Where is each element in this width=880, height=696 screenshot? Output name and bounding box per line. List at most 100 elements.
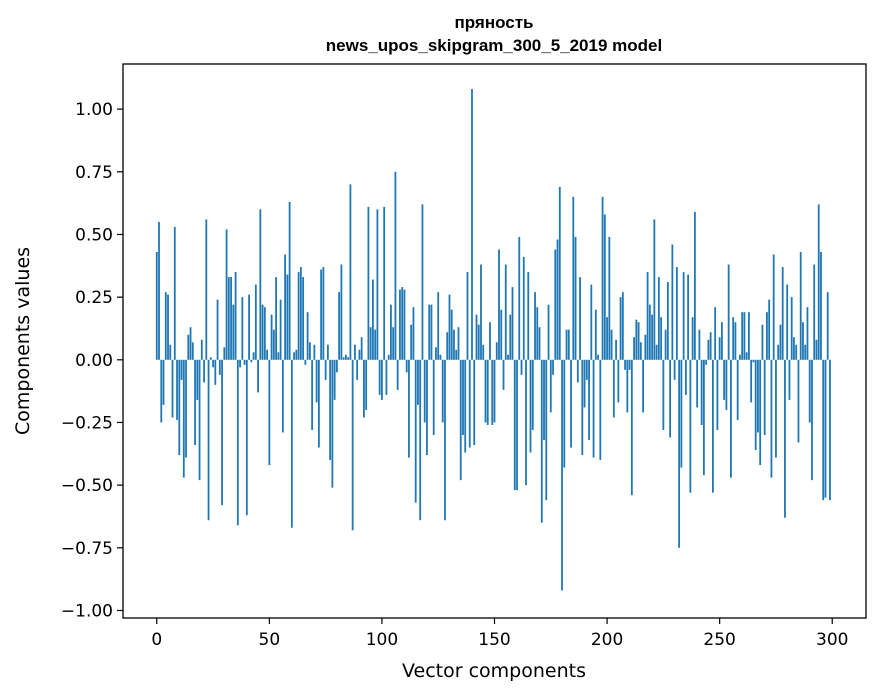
bar xyxy=(736,359,739,420)
bar xyxy=(417,359,419,405)
bar xyxy=(477,324,480,360)
bar xyxy=(745,352,748,360)
x-axis-ticks: 0 50 100 150 200 250 300 xyxy=(151,618,848,650)
bar xyxy=(489,322,491,360)
bar xyxy=(394,171,397,360)
bar xyxy=(784,359,786,518)
bar xyxy=(748,312,750,360)
bar xyxy=(709,332,712,360)
bar xyxy=(412,307,415,360)
bar xyxy=(239,359,241,368)
bar xyxy=(354,344,356,360)
bar xyxy=(592,359,595,458)
bar xyxy=(509,314,512,360)
bar xyxy=(311,359,314,430)
bar xyxy=(320,269,323,360)
bar xyxy=(399,289,401,360)
bar xyxy=(612,359,615,418)
bar xyxy=(360,337,363,360)
bar xyxy=(473,359,476,446)
bar xyxy=(527,272,530,360)
bar xyxy=(628,359,631,370)
bar xyxy=(194,359,196,446)
bar xyxy=(376,209,379,360)
bar xyxy=(606,317,608,360)
bar xyxy=(673,359,676,380)
bar xyxy=(696,359,699,408)
bar xyxy=(516,359,518,491)
bar xyxy=(707,339,710,360)
bar xyxy=(721,322,723,360)
bar xyxy=(432,359,435,435)
bar xyxy=(164,292,167,360)
x-axis-label: Vector components xyxy=(402,660,586,682)
bar xyxy=(626,359,629,413)
bar xyxy=(187,334,190,360)
x-tick-label: 200 xyxy=(591,630,623,650)
bar xyxy=(662,359,665,430)
bar xyxy=(396,359,399,390)
bar xyxy=(642,359,644,413)
chart-subtitle: news_upos_skipgram_300_5_2019 model xyxy=(326,36,662,55)
y-tick-label: 1.00 xyxy=(75,100,113,120)
bar xyxy=(493,359,496,423)
bar xyxy=(734,322,737,360)
bar xyxy=(205,219,208,360)
bar xyxy=(693,211,696,360)
bar xyxy=(788,359,791,400)
bar xyxy=(392,327,395,360)
bar xyxy=(236,359,239,526)
y-axis-ticks: −1.00 −0.75 −0.50 −0.25 0.00 0.25 0.50 0.75 1.00 xyxy=(61,100,123,621)
bar xyxy=(322,267,325,360)
bar xyxy=(349,184,352,360)
bar xyxy=(356,359,359,380)
bar xyxy=(500,309,503,360)
bar xyxy=(158,221,160,360)
bar xyxy=(232,304,235,360)
bar xyxy=(689,359,692,493)
x-tick-label: 0 xyxy=(151,630,162,650)
bar xyxy=(793,337,795,360)
bar xyxy=(317,359,320,448)
bar xyxy=(808,359,811,423)
y-tick-label: −0.75 xyxy=(61,539,113,559)
bar xyxy=(531,359,534,430)
bar xyxy=(554,249,557,360)
bar xyxy=(561,359,563,591)
bar xyxy=(513,359,516,491)
bar xyxy=(272,329,275,360)
bars xyxy=(155,89,831,591)
bar xyxy=(759,359,762,466)
bar xyxy=(329,359,332,461)
y-tick-label: 0.75 xyxy=(75,163,113,183)
bar xyxy=(802,322,804,360)
bar xyxy=(588,359,590,441)
bar xyxy=(284,254,287,360)
bar xyxy=(365,359,368,410)
bar xyxy=(804,344,807,360)
bar xyxy=(824,359,827,498)
bar xyxy=(635,319,638,360)
bar xyxy=(358,349,361,360)
bar xyxy=(732,317,735,360)
bar xyxy=(678,359,681,548)
bar xyxy=(227,277,230,360)
bar xyxy=(173,226,176,360)
bar xyxy=(630,359,633,496)
bar xyxy=(511,287,514,360)
bar xyxy=(768,299,771,360)
bar xyxy=(653,219,656,360)
bar xyxy=(374,329,377,360)
bar xyxy=(610,329,613,360)
bar xyxy=(372,279,374,360)
bar xyxy=(671,244,674,360)
bar xyxy=(387,354,390,360)
bar xyxy=(684,359,687,395)
bar xyxy=(757,359,759,433)
bar xyxy=(714,307,717,360)
bar xyxy=(558,186,561,360)
bar xyxy=(176,359,178,420)
bar xyxy=(698,329,701,360)
bar xyxy=(752,359,755,363)
bar xyxy=(444,359,446,521)
